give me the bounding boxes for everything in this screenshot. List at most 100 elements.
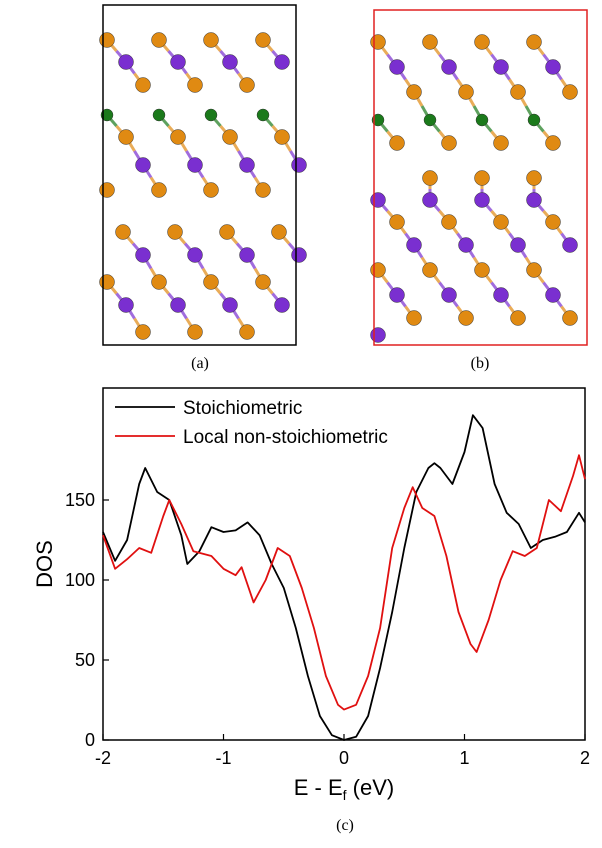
atom [223, 298, 238, 313]
atom [424, 114, 436, 126]
x-axis-label: E - Ef (eV) [294, 775, 394, 803]
atom [511, 311, 526, 326]
atom [136, 248, 151, 263]
atom [256, 33, 271, 48]
atom [371, 263, 386, 278]
atom [527, 193, 542, 208]
atom [188, 248, 203, 263]
atom [292, 248, 307, 263]
y-tick-label: 150 [65, 490, 95, 510]
atom [527, 171, 542, 186]
atom [423, 171, 438, 186]
atom [152, 33, 167, 48]
atom [563, 85, 578, 100]
atom [423, 35, 438, 50]
atom [442, 136, 457, 151]
atom [275, 55, 290, 70]
atom [546, 136, 561, 151]
atom [119, 55, 134, 70]
x-tick-label: -2 [95, 748, 111, 768]
legend-label: Stoichiometric [183, 398, 302, 419]
atom [546, 60, 561, 75]
atom [171, 298, 186, 313]
atom [423, 193, 438, 208]
atom [240, 325, 255, 340]
atom [204, 33, 219, 48]
atom [475, 193, 490, 208]
atom [390, 60, 405, 75]
atom [442, 215, 457, 230]
page: (a) (b) (c) -2-1012050100150DOSE - Ef (e… [0, 0, 602, 848]
atom [272, 225, 287, 240]
atom [292, 158, 307, 173]
atom [240, 158, 255, 173]
atom [442, 288, 457, 303]
atom [223, 130, 238, 145]
atom [475, 171, 490, 186]
x-tick-label: -1 [215, 748, 231, 768]
atom [240, 78, 255, 93]
atom [204, 275, 219, 290]
caption-a: (a) [191, 355, 209, 372]
y-tick-label: 0 [85, 730, 95, 750]
series-line [103, 455, 585, 709]
atom [390, 136, 405, 151]
atom [563, 311, 578, 326]
atom [494, 60, 509, 75]
atom [442, 60, 457, 75]
atom [136, 78, 151, 93]
atom [171, 55, 186, 70]
atom [100, 183, 115, 198]
figure: (a) (b) (c) -2-1012050100150DOSE - Ef (e… [0, 0, 602, 848]
atom [475, 263, 490, 278]
atom [459, 238, 474, 253]
atom [494, 288, 509, 303]
series-line [103, 415, 585, 740]
atom [407, 238, 422, 253]
atom [188, 158, 203, 173]
atom [171, 130, 186, 145]
atom [100, 275, 115, 290]
atom [119, 130, 134, 145]
x-tick-label: 2 [580, 748, 590, 768]
atom [275, 298, 290, 313]
atom [390, 288, 405, 303]
x-axis-label-part: (eV) [347, 775, 395, 800]
y-tick-label: 50 [75, 650, 95, 670]
atom [528, 114, 540, 126]
atom [390, 215, 405, 230]
x-tick-label: 1 [459, 748, 469, 768]
legend-label: Local non-stoichiometric [183, 427, 388, 448]
x-tick-label: 0 [339, 748, 349, 768]
atom [371, 35, 386, 50]
atom [475, 35, 490, 50]
atom [152, 183, 167, 198]
atom [168, 225, 183, 240]
atom [240, 248, 255, 263]
atom [527, 263, 542, 278]
atom [205, 109, 217, 121]
atom [153, 109, 165, 121]
atom [223, 55, 238, 70]
atom [188, 78, 203, 93]
y-tick-label: 100 [65, 570, 95, 590]
atom [546, 215, 561, 230]
caption-b: (b) [471, 355, 490, 372]
atom [100, 33, 115, 48]
atom [136, 158, 151, 173]
atom [423, 263, 438, 278]
atom [152, 275, 167, 290]
atom [563, 238, 578, 253]
atom [119, 298, 134, 313]
atom [204, 183, 219, 198]
atom [407, 85, 422, 100]
atom [527, 35, 542, 50]
atom [371, 193, 386, 208]
atom [371, 328, 386, 343]
atom [494, 136, 509, 151]
panel-a-frame [103, 5, 296, 345]
atom [188, 325, 203, 340]
atom [220, 225, 235, 240]
atom [136, 325, 151, 340]
